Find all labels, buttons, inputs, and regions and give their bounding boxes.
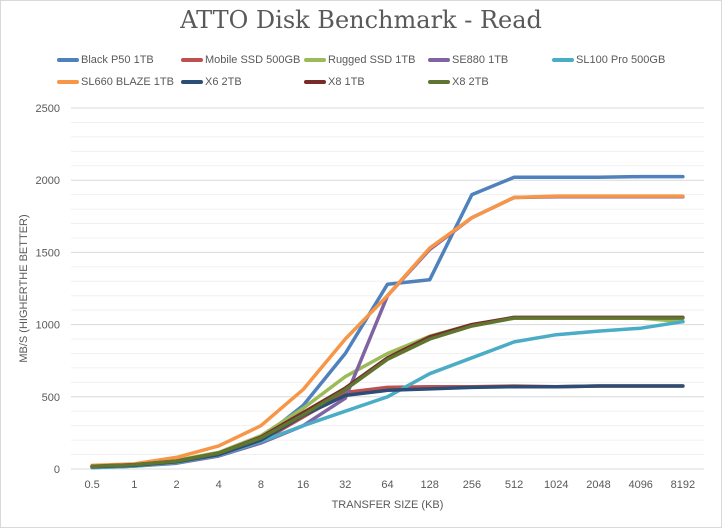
legend-label: Mobile SSD 500GB <box>205 54 301 66</box>
x-tick-label: 8192 <box>671 479 695 491</box>
series-line-x8-2tb <box>90 316 685 469</box>
y-tick-label: 500 <box>42 392 60 404</box>
y-axis-label: MB/S (HIGHERTHE BETTER) <box>18 214 30 362</box>
legend-swatch <box>57 80 79 84</box>
legend-item: SL660 BLAZE 1TB <box>57 75 174 89</box>
y-tick-label: 0 <box>54 464 60 476</box>
legend-swatch <box>304 58 326 62</box>
series-line-sl100-pro-500gb <box>90 319 685 470</box>
x-tick-label: 4 <box>216 479 222 491</box>
legend-label: SL660 BLAZE 1TB <box>81 76 174 88</box>
legend-item: SL100 Pro 500GB <box>552 53 665 67</box>
legend-item: X8 1TB <box>304 75 365 89</box>
x-tick-label: 1024 <box>544 479 568 491</box>
series-line-rugged-ssd-1tb <box>90 316 685 469</box>
legend-swatch <box>304 80 326 84</box>
legend-swatch <box>428 80 450 84</box>
x-tick-label: 32 <box>339 479 351 491</box>
x-tick-label: 2048 <box>586 479 610 491</box>
legend-item: X8 2TB <box>428 75 489 89</box>
x-tick-label: 8 <box>258 479 264 491</box>
legend-label: SE880 1TB <box>452 54 509 66</box>
legend-swatch <box>428 58 450 62</box>
x-tick-label: 2 <box>173 479 179 491</box>
legend-swatch <box>181 80 203 84</box>
y-tick-label: 2500 <box>36 103 60 115</box>
x-tick-label: 16 <box>297 479 309 491</box>
legend-label: X8 2TB <box>452 76 489 88</box>
legend-label: Rugged SSD 1TB <box>328 54 416 66</box>
x-axis-label: TRANSFER SIZE (KB) <box>332 499 444 511</box>
series-line-black-p50-1tb <box>90 174 685 468</box>
legend-item: Black P50 1TB <box>57 53 154 67</box>
legend-label: SL100 Pro 500GB <box>576 54 666 66</box>
legend-label: X6 2TB <box>205 76 242 88</box>
y-tick-label: 1000 <box>36 320 60 332</box>
series-line-sl660-blaze-1tb <box>90 194 685 468</box>
legend-label: Black P50 1TB <box>81 54 154 66</box>
legend-swatch <box>181 58 203 62</box>
x-tick-label: 64 <box>381 479 393 491</box>
x-tick-label: 256 <box>463 479 481 491</box>
chart-title: ATTO Disk Benchmark - Read <box>180 6 542 34</box>
legend-label: X8 1TB <box>328 76 365 88</box>
legend-item: Mobile SSD 500GB <box>181 53 300 67</box>
legend-swatch <box>552 58 574 62</box>
x-tick-label: 0.5 <box>84 479 99 491</box>
x-tick-label: 4096 <box>628 479 652 491</box>
y-tick-label: 2000 <box>36 175 60 187</box>
x-tick-label: 128 <box>421 479 439 491</box>
x-tick-label: 1 <box>131 479 137 491</box>
legend-item: SE880 1TB <box>428 53 508 67</box>
y-tick-label: 1500 <box>36 247 60 259</box>
legend-swatch <box>57 58 79 62</box>
legend-item: Rugged SSD 1TB <box>304 53 415 67</box>
x-tick-label: 512 <box>505 479 523 491</box>
legend-item: X6 2TB <box>181 75 242 89</box>
